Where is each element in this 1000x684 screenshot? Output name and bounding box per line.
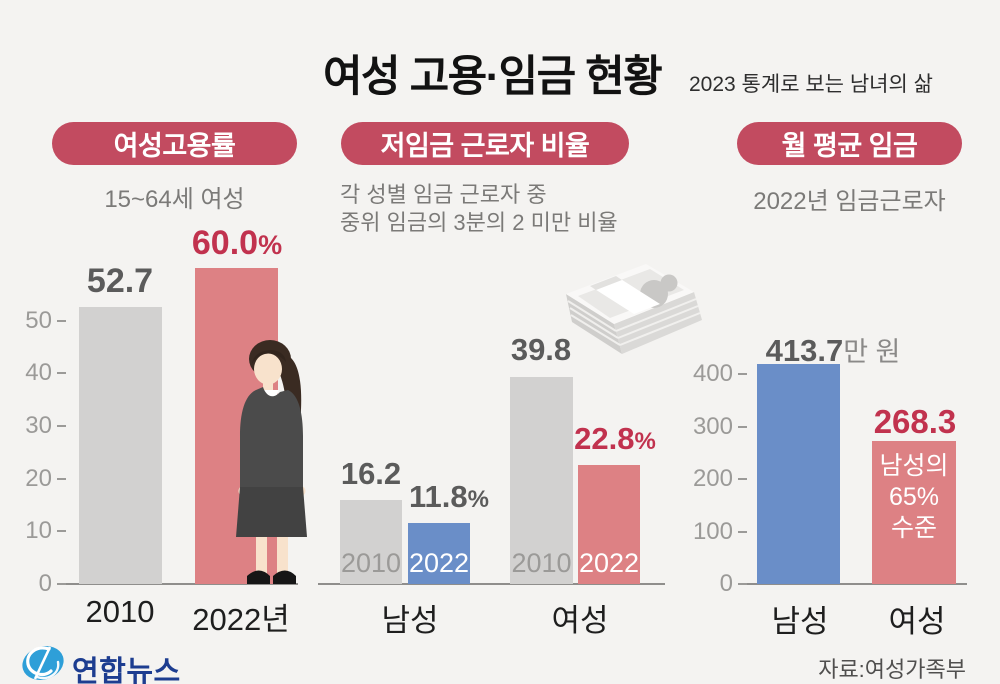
chart3-value-male: 413.7만 원	[766, 330, 901, 369]
chart2-x-axis	[318, 583, 665, 585]
tick-mark	[57, 478, 66, 480]
tick-mark	[57, 320, 66, 322]
tick-label: 10	[25, 517, 52, 544]
tick-label: 40	[25, 359, 52, 386]
page-subtitle: 2023 통계로 보는 남녀의 삶	[689, 73, 933, 96]
chart1-ytick-50: 50	[8, 307, 66, 335]
chart3-ytick-100: 100	[659, 518, 747, 546]
yonhap-logo-text: 연합뉴스	[72, 656, 181, 684]
value-suffix: %	[467, 486, 489, 513]
value-number: 268.3	[873, 403, 957, 440]
tick-mark	[738, 478, 747, 480]
subtitle-chart2-line1: 각 성별 임금 근로자 중	[340, 182, 547, 207]
tick-mark	[57, 530, 66, 532]
tick-label: 0	[38, 570, 52, 597]
chart2-bar-female-2010: 2010	[510, 377, 573, 584]
chart3-xlabel-female: 여성	[888, 604, 946, 639]
tick-mark	[57, 583, 66, 585]
chart1-value-2022: 60.0%	[192, 224, 282, 263]
chart3-ytick-200: 200	[659, 465, 747, 493]
tick-label: 0	[719, 570, 733, 597]
yonhap-swirl-icon	[22, 646, 64, 680]
tick-mark	[57, 425, 66, 427]
chart2-bar-male-2010: 2010	[340, 499, 402, 584]
chart1-value-2010: 52.7	[87, 262, 153, 301]
in-bar-year-label: 2022	[578, 548, 640, 578]
value-suffix: %	[258, 230, 283, 260]
woman-in-suit-illustration	[236, 340, 307, 584]
chart3-annotation: 남성의 65% 수준	[872, 451, 956, 544]
value-number: 52.7	[86, 262, 154, 300]
chart1-ytick-20: 20	[8, 465, 66, 493]
tick-label: 20	[25, 465, 52, 492]
chart2-value-male-2022: 11.8%	[409, 479, 489, 515]
value-number: 60.0	[191, 224, 259, 262]
tick-mark	[738, 373, 747, 375]
subtitle-chart1: 15~64세 여성	[104, 186, 245, 213]
tick-mark	[738, 531, 747, 533]
tick-label: 50	[25, 307, 52, 334]
annotation-line: 65%	[888, 483, 940, 512]
chart2-group-label-female: 여성	[551, 603, 609, 638]
chart2-value-male-2010: 16.2	[341, 456, 401, 492]
annotation-line: 남성의	[879, 452, 949, 481]
banknote-stack-icon	[566, 264, 702, 354]
source-credit: 자료:여성가족부	[818, 657, 966, 682]
tick-mark	[738, 583, 747, 585]
annotation-line: 수준	[890, 514, 937, 543]
chart2-bar-female-2022: 2022	[578, 465, 640, 584]
subtitle-chart3: 2022년 임금근로자	[753, 188, 946, 215]
value-number: 39.8	[510, 332, 572, 367]
value-suffix: %	[634, 428, 656, 455]
badge-monthly-average-wage: 월 평균 임금	[737, 122, 962, 165]
value-number: 16.2	[340, 456, 402, 491]
in-bar-year-label: 2022	[408, 548, 470, 578]
tick-label: 400	[692, 360, 733, 387]
chart1-ytick-40: 40	[8, 359, 66, 387]
tick-mark	[57, 372, 66, 374]
tick-label: 200	[692, 465, 733, 492]
value-number: 11.8	[409, 479, 468, 514]
chart3-x-axis	[745, 583, 967, 585]
chart3-bar-female: 남성의 65% 수준	[872, 441, 956, 584]
value-suffix: 만 원	[843, 337, 901, 367]
chart3-ytick-400: 400	[659, 360, 747, 388]
subtitle-chart2-line2: 중위 임금의 3분의 2 미만 비율	[340, 210, 618, 235]
chart2-group-label-male: 남성	[381, 603, 439, 638]
badge-low-wage-worker-ratio: 저임금 근로자 비율	[341, 122, 629, 165]
chart3-bar-male	[757, 363, 840, 584]
chart3-value-female: 268.3	[874, 403, 957, 441]
tick-label: 30	[25, 412, 52, 439]
value-number: 413.7	[765, 333, 844, 368]
chart1-x-axis	[60, 583, 298, 585]
chart1-xlabel-2022: 2022년	[192, 602, 290, 637]
in-bar-year-label: 2010	[340, 548, 402, 578]
chart1-xlabel-2010: 2010	[85, 594, 155, 629]
in-bar-year-label: 2010	[511, 548, 572, 578]
chart3-xlabel-male: 남성	[771, 604, 829, 639]
chart1-ytick-30: 30	[8, 412, 66, 440]
tick-mark	[738, 426, 747, 428]
tick-label: 100	[692, 518, 733, 545]
chart1-ytick-10: 10	[8, 517, 66, 545]
chart2-value-female-2022: 22.8%	[574, 421, 656, 457]
chart3-ytick-300: 300	[659, 413, 747, 441]
chart1-bar-2010	[79, 306, 162, 584]
page-title: 여성 고용·임금 현황	[323, 53, 663, 101]
badge-female-employment-rate: 여성고용률	[52, 122, 297, 165]
chart3-ytick-0: 0	[659, 570, 747, 598]
chart1-ytick-0: 0	[8, 570, 66, 598]
chart2-value-female-2010: 39.8	[511, 332, 571, 368]
chart2-bar-male-2022: 2022	[408, 522, 470, 584]
subtitle-chart2: 각 성별 임금 근로자 중 중위 임금의 3분의 2 미만 비율	[340, 181, 618, 237]
tick-label: 300	[692, 413, 733, 440]
value-number: 22.8	[574, 421, 635, 456]
